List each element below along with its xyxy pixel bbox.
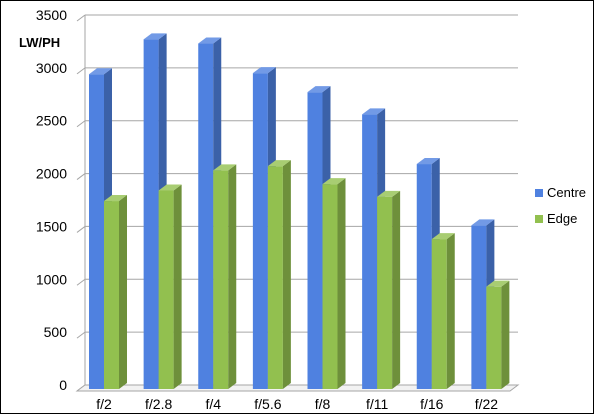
bar-side: [119, 195, 127, 389]
gridline-depth: [76, 14, 86, 22]
bar-top: [431, 233, 455, 240]
y-tick-label: 500: [44, 324, 68, 340]
bar-top: [143, 33, 167, 40]
bar-edge-f/8: [322, 178, 346, 389]
bar-top: [362, 108, 386, 115]
y-axis-ticks: 0 500 1000 1500 2000 2500 3000 3500: [36, 7, 67, 393]
x-tick-label: f/22: [475, 396, 499, 412]
bar-side: [501, 280, 510, 389]
bar-side: [228, 164, 237, 389]
bar-top: [213, 164, 237, 171]
x-tick-label: f/4: [205, 396, 221, 412]
bar-top: [198, 37, 222, 44]
gridline-depth: [76, 226, 86, 233]
bar-front: [198, 43, 214, 390]
bar-edge-f/2.8: [158, 184, 182, 389]
y-tick-label: 2500: [36, 113, 67, 129]
y-tick-label: 3000: [36, 60, 67, 76]
x-tick-label: f/16: [420, 396, 444, 412]
bar-front: [486, 286, 502, 389]
bar-top: [89, 68, 112, 75]
y-tick-label: 1500: [36, 218, 67, 234]
bar-front: [416, 164, 432, 389]
bar-front: [252, 73, 268, 390]
legend-swatch-edge: [535, 215, 543, 223]
bar-top: [377, 190, 401, 197]
legend-label-edge: Edge: [547, 211, 577, 226]
bar-front: [158, 190, 174, 389]
bar-top: [307, 86, 331, 93]
bar-front: [213, 170, 229, 389]
bar-front: [143, 39, 159, 390]
bar-top: [252, 67, 276, 74]
legend-swatch-centre: [535, 189, 543, 197]
bar-edge-f/11: [377, 190, 401, 389]
bar-edge-f/4: [213, 164, 237, 389]
x-tick-label: f/11: [366, 396, 389, 412]
y-tick-label: 0: [59, 377, 67, 393]
bar-top: [471, 219, 495, 226]
chart-floor: [75, 384, 520, 392]
bar-edge-f/22: [486, 280, 510, 389]
bar-front: [362, 114, 378, 389]
y-tick-label: 3500: [36, 7, 67, 23]
bar-top: [416, 158, 440, 165]
bar-top: [267, 160, 291, 167]
bar-edge-f/2: [104, 195, 127, 389]
bar-top: [486, 280, 510, 287]
gridline-depth: [76, 278, 86, 286]
gridline-depth: [76, 67, 86, 75]
bar-side: [446, 233, 455, 389]
bar-side: [392, 190, 401, 389]
x-axis-ticks: f/2 f/2.8 f/4 f/5.6 f/8 f/11 f/16 f/22: [96, 396, 498, 412]
bar-front: [267, 166, 283, 389]
bar-front: [431, 239, 447, 389]
y-axis-label: LW/PH: [19, 35, 60, 50]
legend: Centre Edge: [535, 185, 586, 226]
legend-label-centre: Centre: [547, 185, 586, 200]
x-tick-label: f/8: [315, 396, 331, 412]
bar-front: [322, 184, 338, 389]
bar-top: [104, 195, 127, 202]
bars: [89, 33, 510, 390]
x-tick-label: f/2.8: [145, 396, 172, 412]
y-tick-label: 2000: [36, 166, 67, 182]
bar-side: [173, 184, 182, 389]
bar-edge-f/5.6: [267, 160, 291, 389]
gridline-depth: [76, 120, 86, 128]
y-tick-label: 1000: [36, 271, 67, 287]
bar-edge-f/16: [431, 233, 455, 389]
bar-front: [104, 201, 119, 389]
bar-top: [158, 184, 182, 191]
bar-side: [282, 160, 291, 389]
bar-side: [337, 178, 346, 389]
x-tick-label: f/2: [96, 396, 112, 412]
bar-front: [471, 225, 487, 389]
bar-top: [322, 178, 346, 185]
bar-front: [377, 196, 393, 389]
x-tick-label: f/5.6: [254, 396, 281, 412]
gridline-depth: [76, 331, 86, 339]
bar-front: [307, 92, 323, 390]
bar-front: [89, 74, 104, 389]
gridline-depth: [76, 173, 86, 180]
floor-plane: [75, 384, 520, 392]
